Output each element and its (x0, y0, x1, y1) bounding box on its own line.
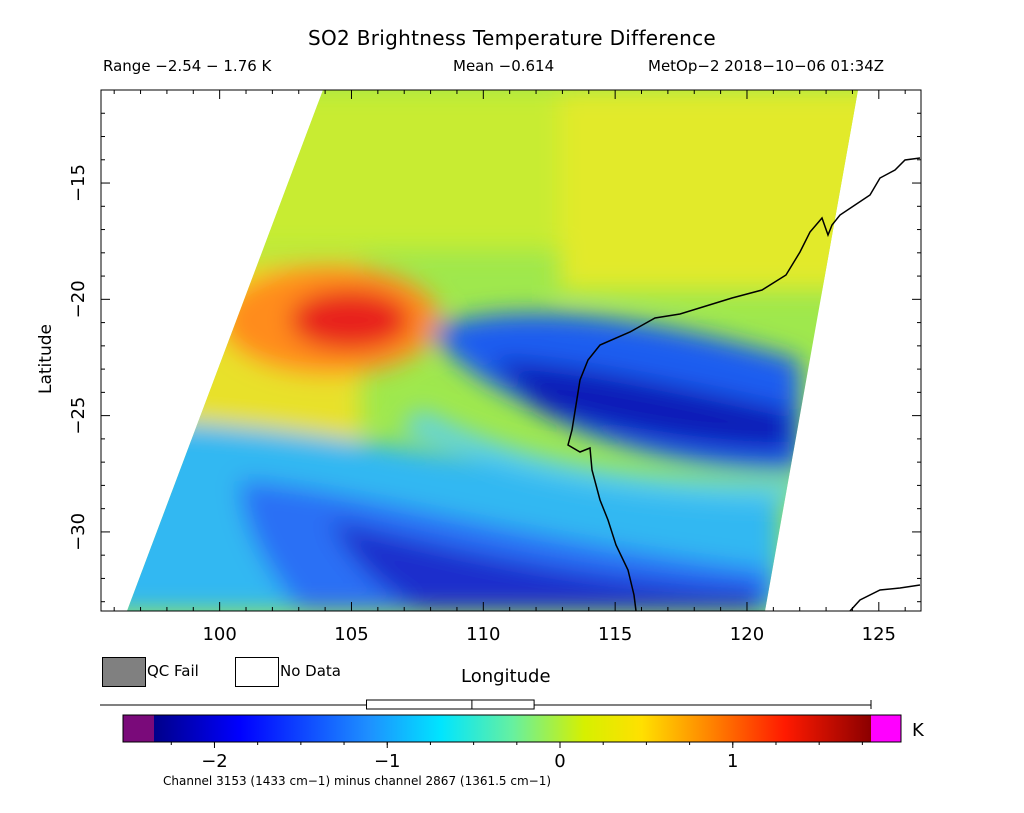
y-tick-label: −15 (68, 164, 89, 202)
no-data-swatch (235, 657, 279, 687)
plot-frame (100, 89, 922, 612)
coastline-south (849, 584, 921, 611)
coastline (567, 157, 921, 611)
x-axis-label: Longitude (461, 666, 551, 687)
y-tick-label: −30 (68, 513, 89, 551)
colorbar-over-swatch (871, 715, 901, 742)
qc-fail-label: QC Fail (147, 662, 199, 680)
x-tick-label: 120 (730, 624, 764, 645)
x-axis: 100 105 110 115 120 125 (113, 90, 906, 645)
no-data-label: No Data (280, 662, 341, 680)
y-tick-label: −20 (68, 280, 89, 318)
x-tick-label: 105 (334, 624, 368, 645)
colorbar-tick-label: −2 (201, 751, 228, 772)
y-tick-label: −25 (68, 397, 89, 435)
mean-text: Mean −0.614 (453, 57, 555, 75)
satellite-time-text: MetOp−2 2018−10−06 01:34Z (648, 57, 885, 75)
y-axis: −15 −20 −25 −30 (68, 112, 921, 603)
footnote: Channel 3153 (1433 cm−1) minus channel 2… (163, 774, 552, 788)
colorbar-frame (122, 714, 902, 743)
boxplot (366, 699, 872, 710)
x-tick-label: 100 (202, 624, 236, 645)
x-tick-label: 125 (862, 624, 896, 645)
x-tick-label: 115 (598, 624, 632, 645)
colorbar-tick-label: −1 (374, 751, 401, 772)
range-text: Range −2.54 − 1.76 K (103, 57, 272, 75)
colorbar-tick-label: 0 (554, 751, 565, 772)
colorbar-ticks: −2 −1 0 1 (170, 742, 863, 772)
x-tick-label: 110 (466, 624, 500, 645)
colorbar-under-swatch (123, 715, 154, 742)
boxplot-box (366, 699, 535, 710)
colorbar-gradient (154, 715, 871, 742)
colorbar-unit: K (912, 720, 924, 741)
page-title: SO2 Brightness Temperature Difference (308, 26, 716, 50)
colorbar-tick-label: 1 (727, 751, 738, 772)
qc-fail-swatch (102, 657, 146, 687)
